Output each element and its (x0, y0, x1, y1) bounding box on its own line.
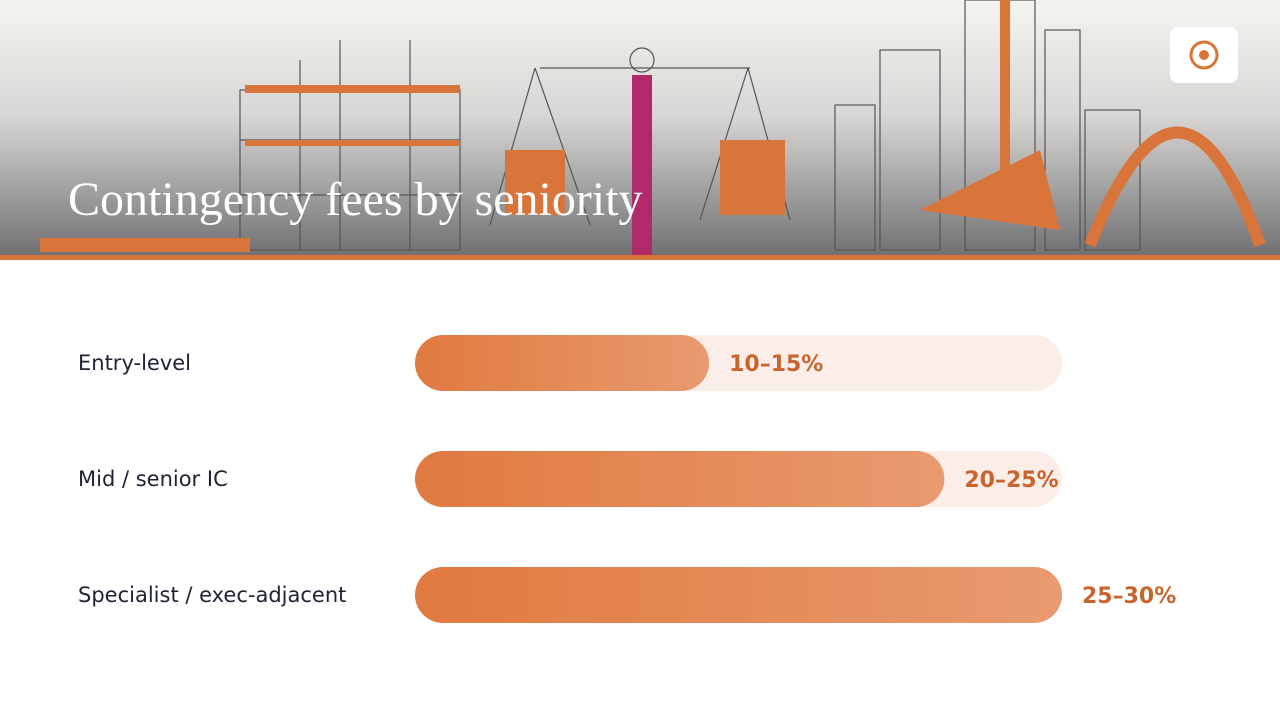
value-label: 25–30% (1082, 584, 1176, 609)
header-image: Contingency fees by seniority (0, 0, 1280, 260)
logo (1170, 27, 1238, 83)
bar (415, 451, 945, 507)
bar (415, 335, 710, 391)
value-label: 20–25% (964, 468, 1058, 493)
bar (415, 567, 1062, 623)
category-label: Specialist / exec-adjacent (78, 583, 346, 607)
category-label: Entry-level (78, 351, 191, 375)
value-label: 10–15% (729, 352, 823, 377)
chart-title: Contingency fees by seniority (68, 173, 643, 226)
category-label: Mid / senior IC (78, 467, 228, 491)
